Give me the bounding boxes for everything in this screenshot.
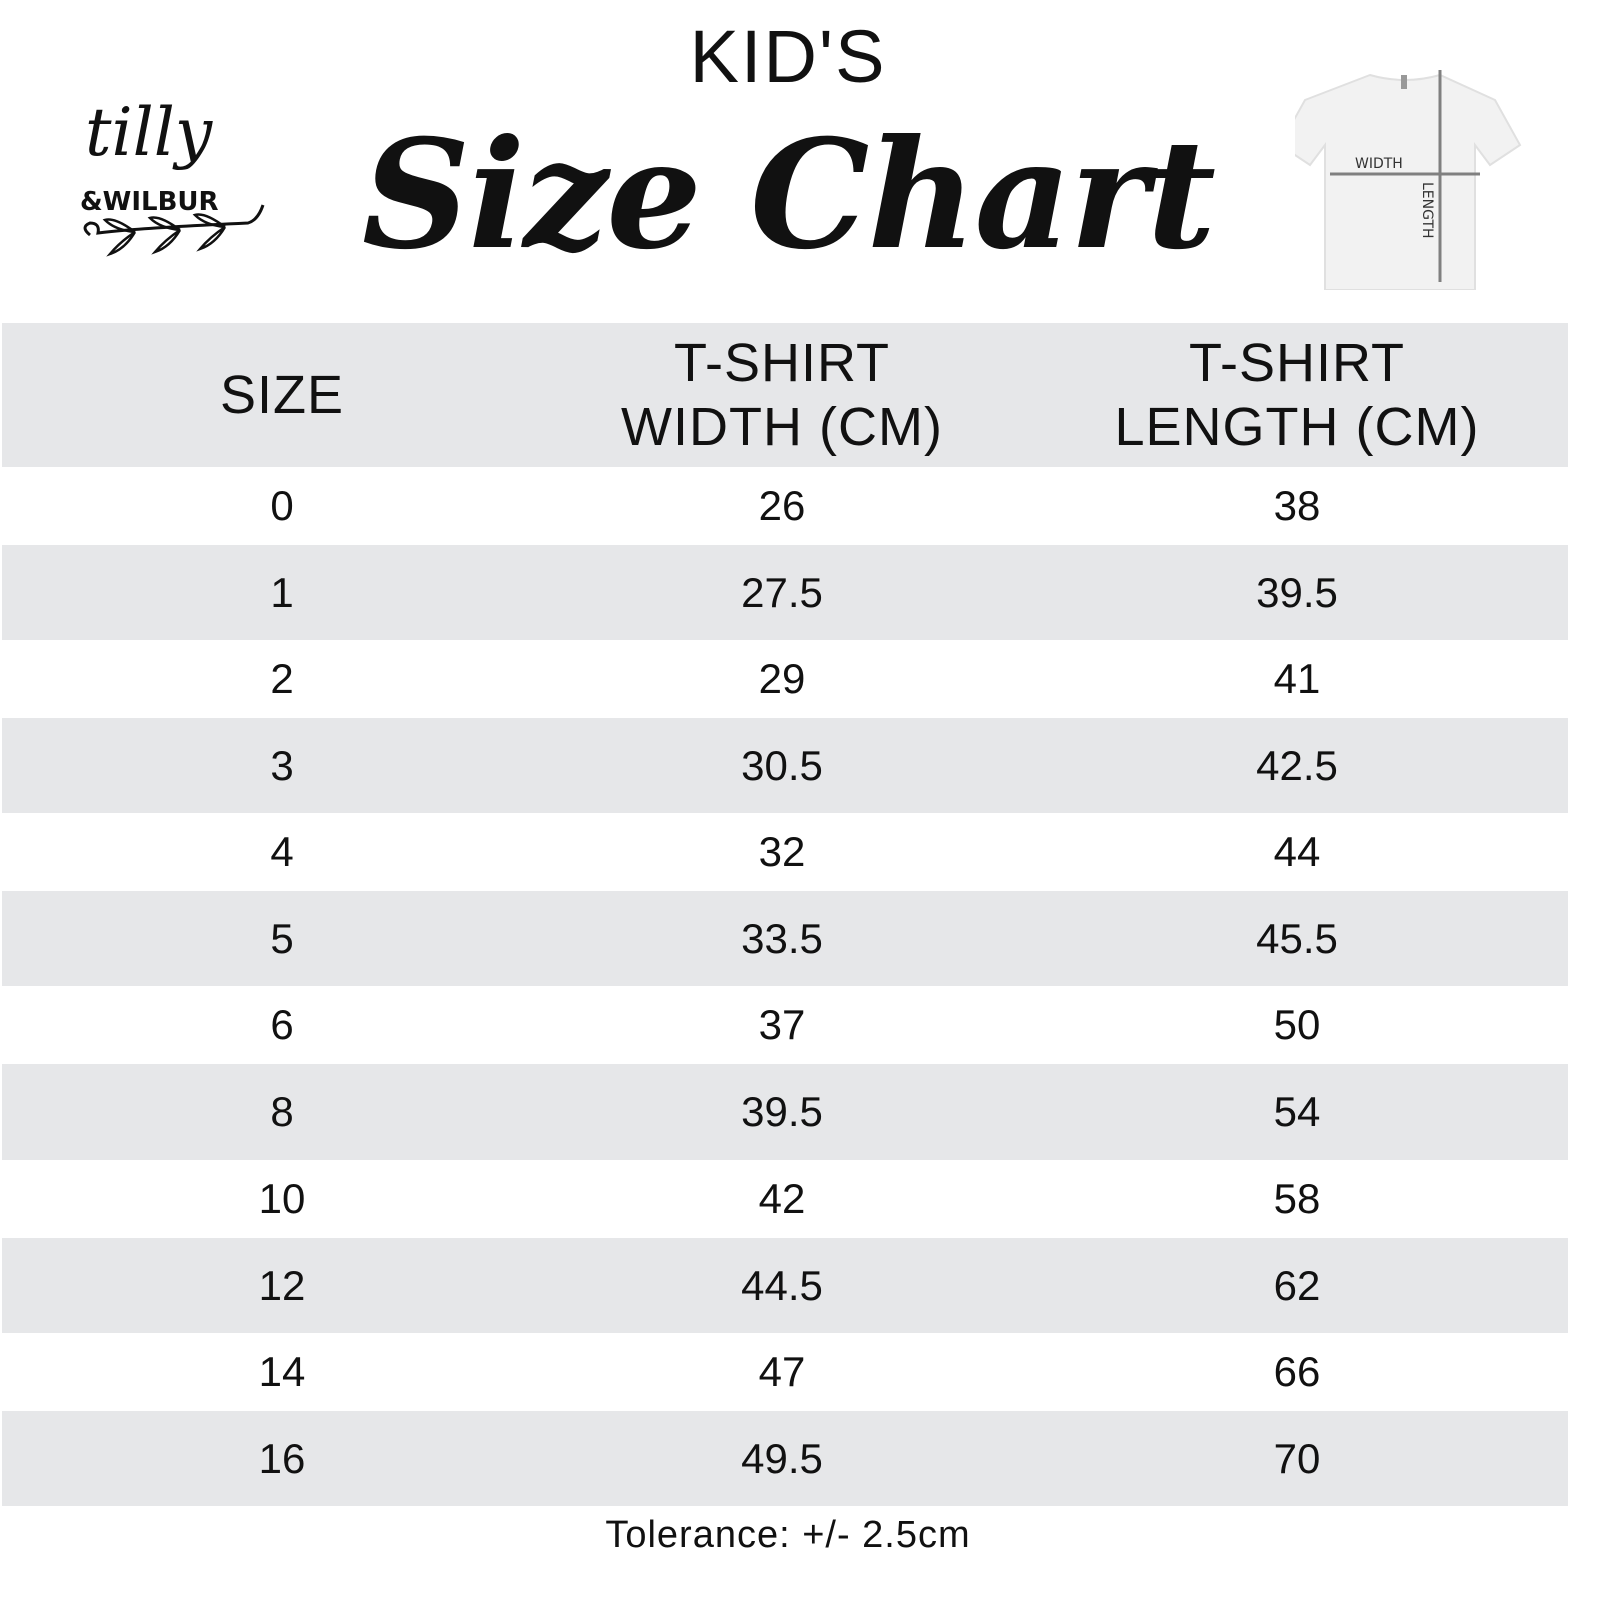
- length-cell: 39.5: [1256, 568, 1338, 616]
- length-cell: 45.5: [1256, 914, 1338, 962]
- page-title: Size Chart: [361, 107, 1216, 283]
- length-cell: 70: [1273, 1434, 1321, 1482]
- table-row: 14 47 66: [2, 1333, 1568, 1411]
- tilly-wilbur-logo: tilly &WILBUR: [80, 94, 265, 257]
- size-cell: 14: [258, 1348, 306, 1395]
- table-header: SIZE T-SHIRT WIDTH (CM) T-SHIRT LENGTH (CM…: [2, 323, 1568, 467]
- length-cell: 54: [1273, 1088, 1321, 1135]
- width-cell: 42: [758, 1175, 806, 1222]
- length-cell: 50: [1273, 1001, 1321, 1048]
- width-cell: 27.5: [741, 568, 823, 616]
- width-cell: 47: [758, 1348, 806, 1395]
- width-cell: 49.5: [741, 1434, 823, 1482]
- tshirt-diagram: WIDTH LENGTH: [1295, 70, 1522, 290]
- length-cell: 58: [1273, 1175, 1321, 1222]
- size-cell: 12: [258, 1261, 306, 1309]
- width-cell: 44.5: [741, 1261, 823, 1309]
- table-row: 3 30.5 42.5: [2, 718, 1568, 813]
- size-cell: 16: [258, 1434, 306, 1482]
- length-cell: 38: [1273, 482, 1321, 529]
- size-cell: 0: [270, 482, 294, 529]
- kids-heading: KID'S: [689, 15, 887, 98]
- length-cell: 42.5: [1256, 741, 1338, 789]
- table-row: 1 27.5 39.5: [2, 545, 1568, 640]
- size-cell: 1: [270, 568, 294, 616]
- width-cell: 39.5: [741, 1088, 823, 1135]
- size-cell: 8: [270, 1088, 294, 1135]
- table-row: 10 42 58: [2, 1160, 1568, 1238]
- size-cell: 2: [270, 655, 294, 702]
- length-cell: 44: [1273, 828, 1321, 875]
- table-row: 5 33.5 45.5: [2, 891, 1568, 986]
- size-cell: 5: [270, 914, 294, 962]
- length-cell: 41: [1273, 655, 1321, 702]
- width-cell: 29: [758, 655, 806, 702]
- table-row: 4 32 44: [2, 813, 1568, 891]
- svg-text:&WILBUR: &WILBUR: [80, 187, 219, 217]
- length-label: LENGTH: [1419, 182, 1435, 239]
- table-row: 16 49.5 70: [2, 1411, 1568, 1506]
- size-cell: 6: [270, 1001, 294, 1048]
- size-cell: 4: [270, 828, 294, 875]
- table-row: 8 39.5 54: [2, 1064, 1568, 1160]
- column-header-size: SIZE: [219, 365, 345, 425]
- width-cell: 33.5: [741, 914, 823, 962]
- length-cell: 62: [1273, 1261, 1321, 1309]
- size-cell: 10: [258, 1175, 306, 1222]
- width-label: WIDTH: [1355, 156, 1403, 172]
- width-cell: 32: [758, 828, 806, 875]
- width-cell: 37: [758, 1001, 806, 1048]
- table-row: 12 44.5 62: [2, 1238, 1568, 1333]
- length-cell: 66: [1273, 1348, 1321, 1395]
- width-cell: 26: [758, 482, 806, 529]
- column-header-length: T-SHIRT LENGTH (CM): [1114, 333, 1480, 457]
- table-row: 6 37 50: [2, 986, 1568, 1064]
- table-row: 0 26 38: [2, 467, 1568, 545]
- column-header-width: T-SHIRT WIDTH (CM): [621, 333, 943, 457]
- width-cell: 30.5: [741, 741, 823, 789]
- tolerance-note: Tolerance: +/- 2.5cm: [605, 1514, 971, 1556]
- svg-text:tilly: tilly: [85, 94, 213, 171]
- table-row: 2 29 41: [2, 640, 1568, 718]
- size-cell: 3: [270, 741, 294, 789]
